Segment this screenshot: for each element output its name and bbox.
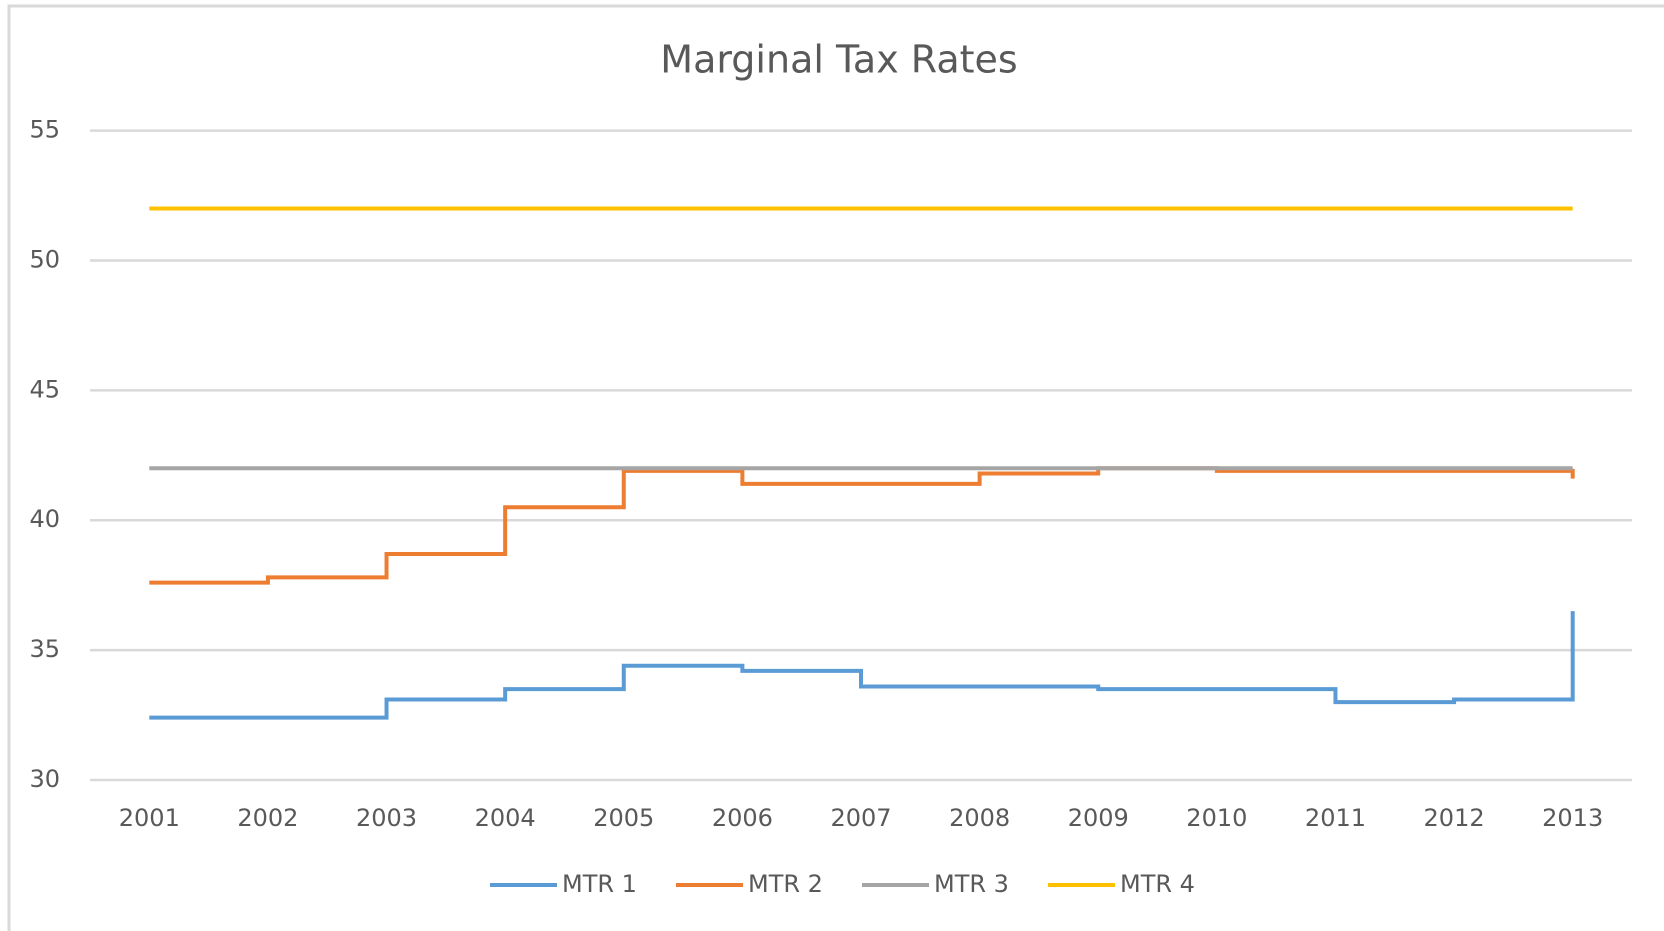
- x-tick-label: 2002: [237, 804, 298, 832]
- legend-label: MTR 3: [934, 870, 1009, 898]
- y-tick-label: 40: [29, 505, 60, 533]
- x-tick-label: 2013: [1542, 804, 1603, 832]
- x-tick-label: 2012: [1424, 804, 1485, 832]
- y-tick-label: 30: [29, 765, 60, 793]
- legend-label: MTR 4: [1120, 870, 1195, 898]
- x-tick-label: 2006: [712, 804, 773, 832]
- x-tick-label: 2005: [593, 804, 654, 832]
- x-tick-label: 2003: [356, 804, 417, 832]
- legend-label: MTR 1: [562, 870, 637, 898]
- y-tick-label: 55: [29, 116, 60, 144]
- x-tick-label: 2008: [949, 804, 1010, 832]
- y-tick-label: 35: [29, 635, 60, 663]
- series-line: [149, 611, 1575, 720]
- x-tick-label: 2004: [475, 804, 536, 832]
- x-tick-label: 2007: [830, 804, 891, 832]
- x-tick-label: 2001: [119, 804, 180, 832]
- chart-title: Marginal Tax Rates: [660, 38, 1017, 82]
- y-tick-label: 50: [29, 245, 60, 273]
- x-tick-label: 2011: [1305, 804, 1366, 832]
- series-line: [149, 466, 1575, 585]
- x-tick-label: 2010: [1186, 804, 1247, 832]
- y-tick-label: 45: [29, 375, 60, 403]
- legend-label: MTR 2: [748, 870, 823, 898]
- x-tick-label: 2009: [1068, 804, 1129, 832]
